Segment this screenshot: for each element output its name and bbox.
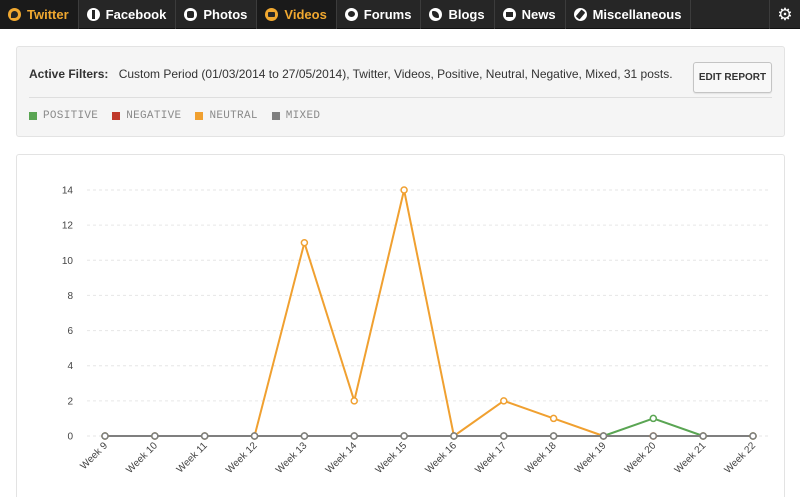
sentiment-line-chart: 0 2 4 6 8 10 12 14 Week 9 Week 10 Week 11 Week 12 We… <box>62 186 769 476</box>
data-point-mixed[interactable] <box>500 432 508 440</box>
y-tick-label: 10 <box>62 256 74 267</box>
facebook-icon <box>86 8 100 21</box>
data-point-mixed[interactable] <box>699 432 707 440</box>
data-point-neutral[interactable] <box>350 397 358 405</box>
legend-label: MIXED <box>285 110 321 122</box>
data-point-mixed[interactable] <box>200 432 209 440</box>
x-tick-label: Week 12 <box>224 440 260 476</box>
active-filters-panel: Active Filters: Custom Period (01/03/201… <box>16 46 785 137</box>
photos-icon <box>184 8 198 21</box>
x-tick-label: Week 19 <box>573 440 609 476</box>
tab-label: Photos <box>203 7 248 22</box>
tab-label: Blogs <box>448 7 485 22</box>
legend-swatch <box>112 112 121 120</box>
x-tick-label: Week 17 <box>473 440 509 476</box>
data-point-neutral[interactable] <box>400 186 408 194</box>
tab-label: Facebook <box>105 7 167 22</box>
x-tick-label: Week 14 <box>324 440 360 476</box>
twitter-icon <box>8 8 21 21</box>
tab-twitter[interactable]: Twitter <box>0 0 79 29</box>
data-point-mixed[interactable] <box>450 432 458 440</box>
forums-icon <box>344 8 358 21</box>
tab-photos[interactable]: Photos <box>176 0 258 29</box>
y-tick-label: 6 <box>67 326 73 337</box>
x-tick-label: Week 20 <box>623 440 659 476</box>
legend-swatch <box>271 112 280 120</box>
data-point-mixed[interactable] <box>101 432 109 440</box>
data-point-mixed[interactable] <box>400 432 408 440</box>
y-tick-label: 0 <box>67 432 73 443</box>
data-point-positive[interactable] <box>649 414 658 423</box>
divider <box>29 97 772 98</box>
x-tick-label: Week 18 <box>523 440 559 476</box>
data-point-mixed[interactable] <box>350 432 358 440</box>
settings-button[interactable]: ⚙ <box>769 0 800 29</box>
legend-label: NEUTRAL <box>209 110 258 122</box>
active-filters-text: Custom Period (01/03/2014 to 27/05/2014)… <box>118 67 673 81</box>
y-tick-label: 14 <box>62 186 74 197</box>
data-point-neutral[interactable] <box>549 414 558 423</box>
x-tick-label: Week 10 <box>124 440 160 476</box>
edit-report-button[interactable]: EDIT REPORT <box>693 62 772 93</box>
legend-item-positive[interactable]: POSITIVE <box>29 110 98 122</box>
data-point-mixed[interactable] <box>599 432 608 440</box>
x-tick-label: Week 9 <box>78 440 110 472</box>
x-tick-label: Week 22 <box>723 440 759 476</box>
tab-miscellaneous[interactable]: Miscellaneous <box>566 0 692 29</box>
data-point-neutral[interactable] <box>300 238 309 247</box>
videos-icon <box>265 8 279 21</box>
tab-videos[interactable]: Videos <box>257 0 337 29</box>
chart-panel: 0 2 4 6 8 10 12 14 Week 9 Week 10 Week 11 Week 12 We… <box>16 154 785 497</box>
x-tick-label: Week 13 <box>274 440 310 476</box>
tab-label: Twitter <box>27 7 69 22</box>
blogs-icon <box>429 8 443 21</box>
legend-item-neutral[interactable]: NEUTRAL <box>195 110 257 122</box>
legend-item-negative[interactable]: NEGATIVE <box>112 110 181 122</box>
tab-label: News <box>521 7 556 22</box>
series-line-neutral <box>105 189 753 437</box>
data-point-mixed[interactable] <box>300 432 309 440</box>
tab-label: Miscellaneous <box>592 7 682 22</box>
y-tick-label: 8 <box>67 291 73 302</box>
news-icon <box>502 8 516 21</box>
y-tick-label: 4 <box>67 361 73 372</box>
x-tick-label: Week 15 <box>374 440 410 476</box>
sentiment-legend: POSITIVE NEGATIVE NEUTRAL MIXED <box>29 110 334 122</box>
legend-swatch <box>29 112 37 120</box>
y-tick-label: 12 <box>62 221 74 232</box>
gear-icon: ⚙ <box>777 5 793 24</box>
legend-swatch <box>195 112 204 120</box>
data-point-mixed[interactable] <box>549 432 558 440</box>
active-filters-label: Active Filters: <box>29 67 109 81</box>
tab-blogs[interactable]: Blogs <box>421 0 495 29</box>
data-point-neutral[interactable] <box>500 397 508 405</box>
tab-news[interactable]: News <box>495 0 566 29</box>
data-point-mixed[interactable] <box>749 432 757 440</box>
top-navigation: Twitter Facebook Photos Videos Forums Bl… <box>0 0 800 29</box>
x-tick-label: Week 16 <box>423 440 459 476</box>
data-point-mixed[interactable] <box>250 432 259 440</box>
legend-label: POSITIVE <box>43 110 99 122</box>
active-filters-summary: Active Filters: Custom Period (01/03/201… <box>29 67 673 81</box>
misc-icon <box>573 8 587 21</box>
data-point-mixed[interactable] <box>649 432 658 440</box>
tab-label: Videos <box>284 7 327 22</box>
x-tick-label: Week 11 <box>175 440 210 475</box>
data-point-mixed[interactable] <box>151 432 159 440</box>
tab-facebook[interactable]: Facebook <box>79 0 177 29</box>
y-tick-label: 2 <box>67 396 73 407</box>
tab-forums[interactable]: Forums <box>337 0 422 29</box>
x-tick-label: Week 21 <box>673 440 709 476</box>
tab-label: Forums <box>363 7 412 22</box>
legend-label: NEGATIVE <box>126 110 182 122</box>
legend-item-mixed[interactable]: MIXED <box>271 110 321 122</box>
